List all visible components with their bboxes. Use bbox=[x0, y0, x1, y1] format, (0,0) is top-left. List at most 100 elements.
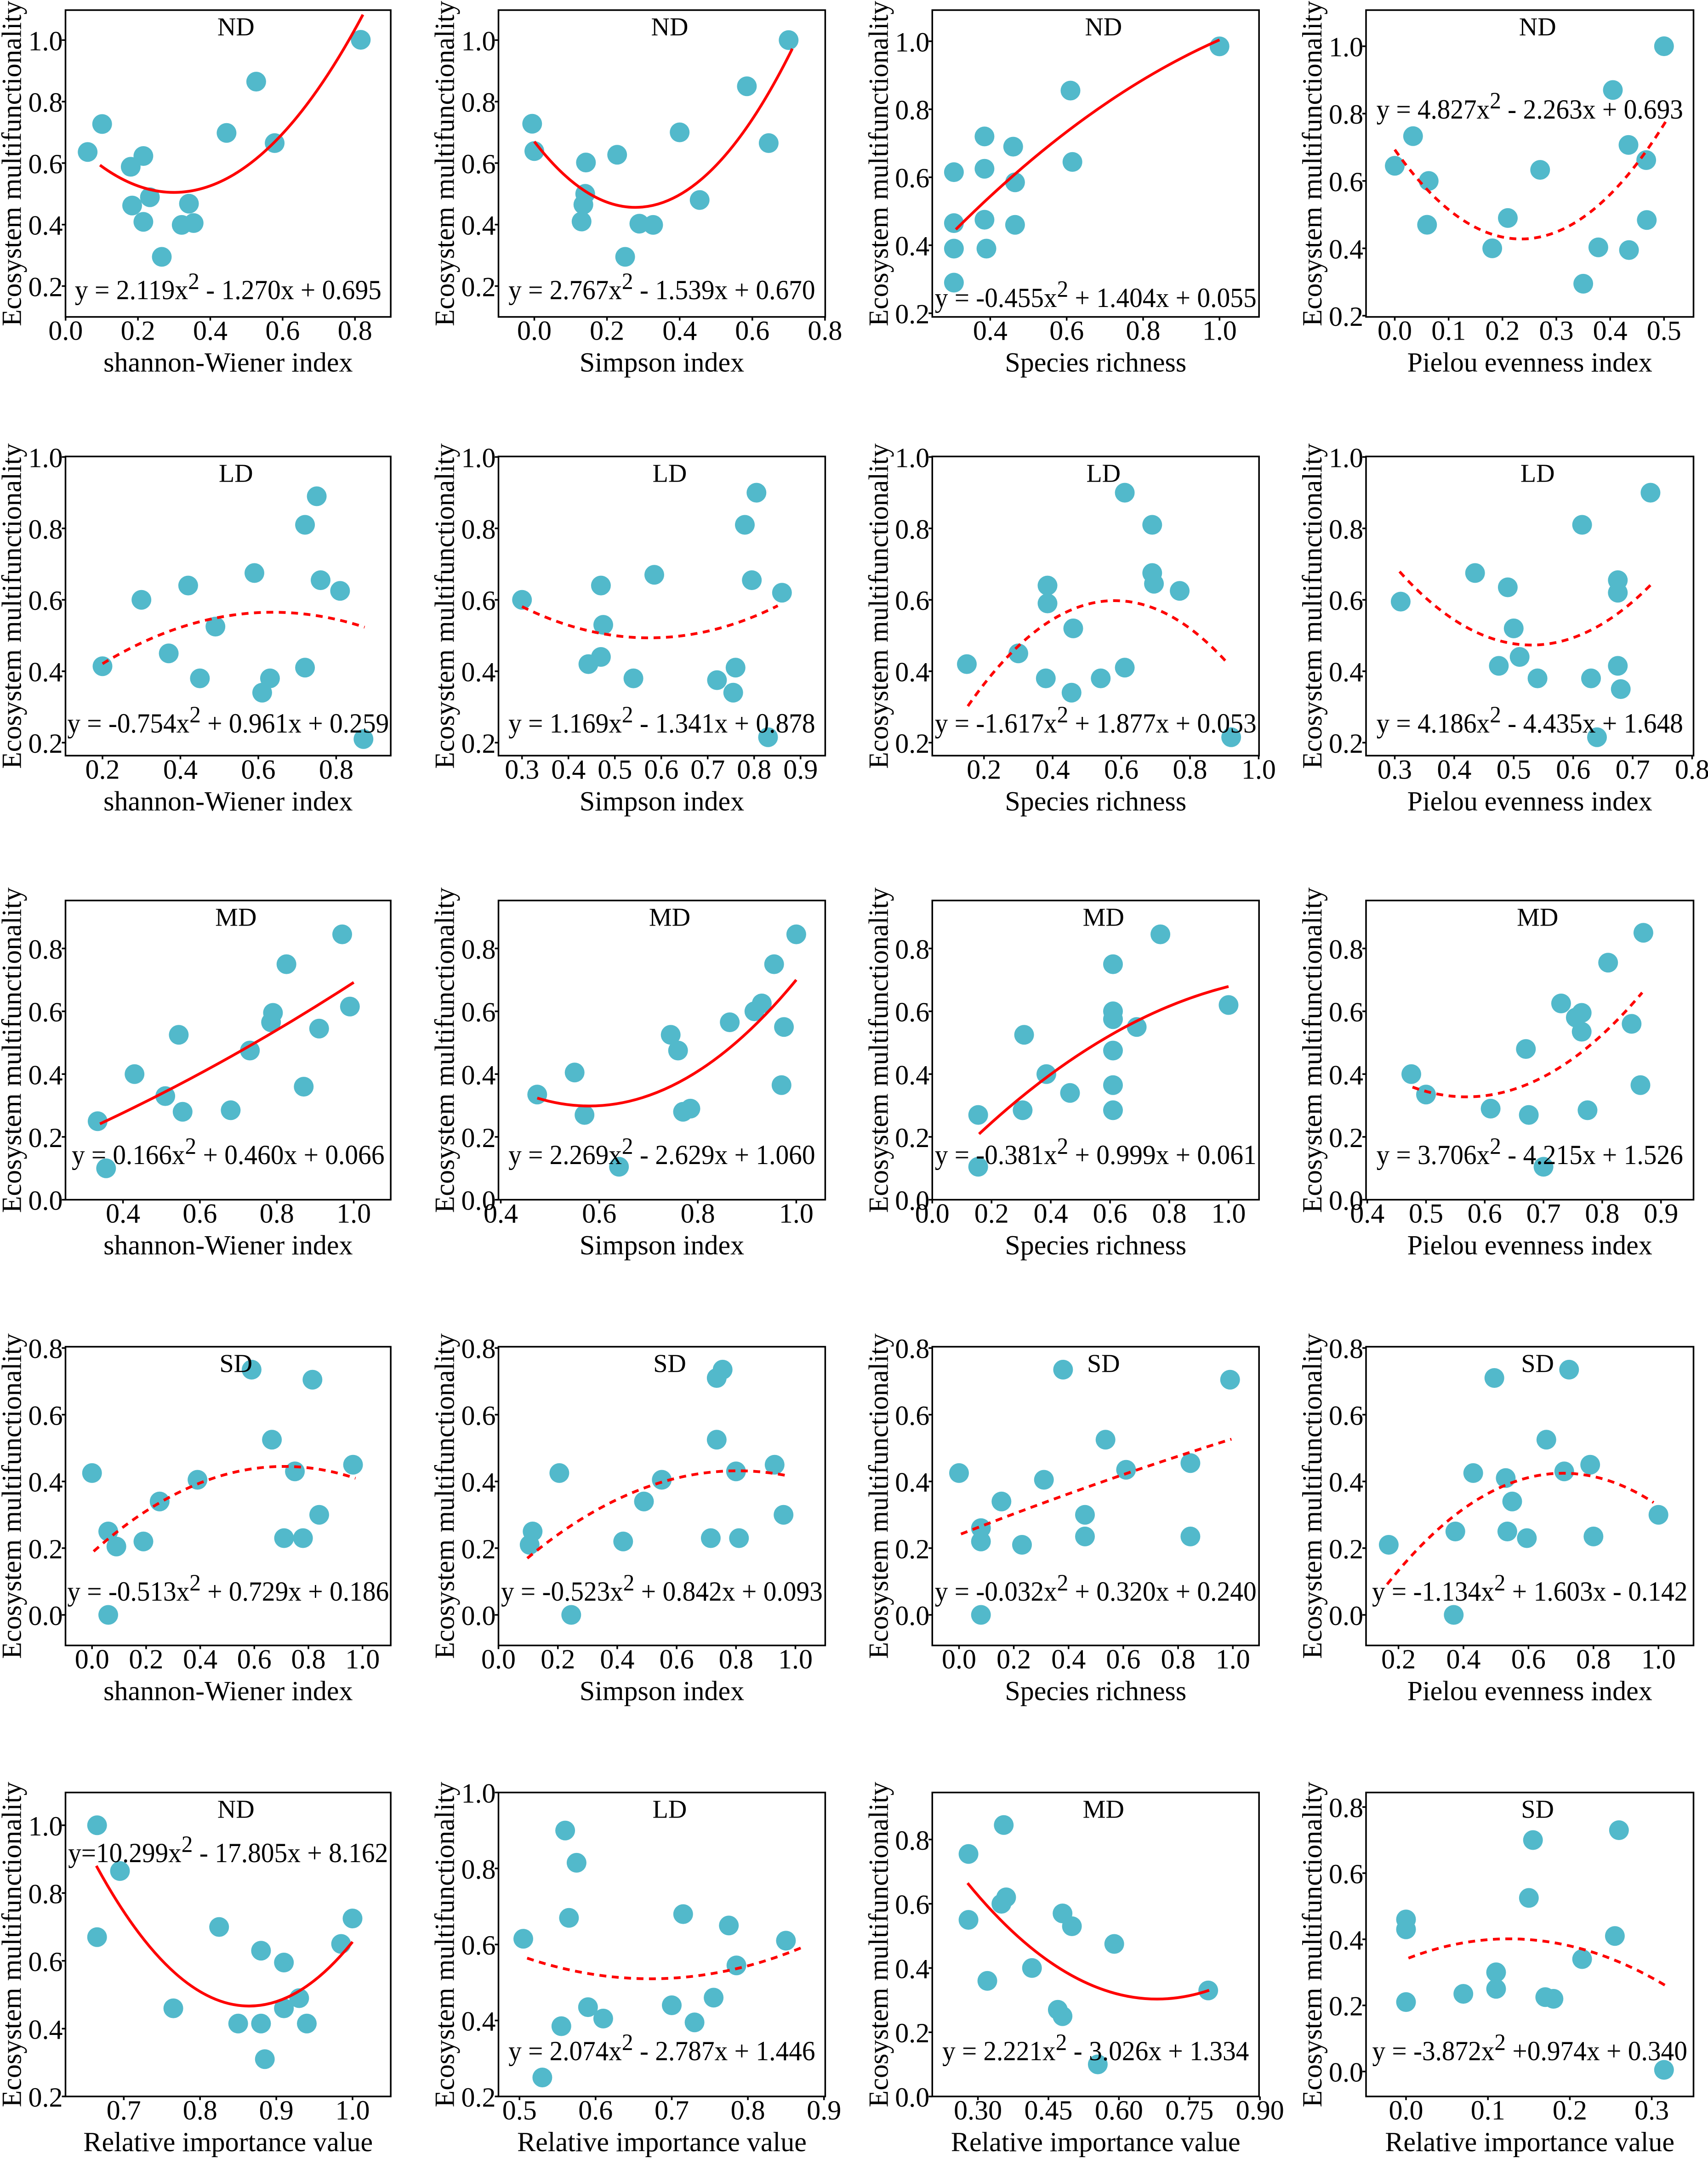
svg-text:0.8: 0.8 bbox=[461, 1854, 496, 1885]
svg-text:0.8: 0.8 bbox=[1329, 1793, 1363, 1823]
svg-text:y = 2.074x: y = 2.074x bbox=[508, 2036, 622, 2066]
svg-text:shannon-Wiener index: shannon-Wiener index bbox=[103, 786, 353, 816]
svg-text:- 1.270x + 0.695: - 1.270x + 0.695 bbox=[199, 275, 381, 305]
svg-text:shannon-Wiener index: shannon-Wiener index bbox=[103, 1230, 353, 1261]
svg-text:shannon-Wiener index: shannon-Wiener index bbox=[103, 347, 353, 378]
svg-text:y = 2.119x: y = 2.119x bbox=[75, 275, 188, 305]
svg-text:LD: LD bbox=[1086, 459, 1121, 488]
svg-text:0.0: 0.0 bbox=[895, 1186, 929, 1216]
svg-text:+ 0.842x + 0.093: + 0.842x + 0.093 bbox=[634, 1576, 823, 1607]
svg-text:0.6: 0.6 bbox=[28, 1947, 63, 1977]
svg-text:2: 2 bbox=[1057, 1134, 1069, 1159]
svg-text:2: 2 bbox=[185, 1134, 197, 1159]
svg-text:2: 2 bbox=[182, 1832, 193, 1858]
svg-text:0.8: 0.8 bbox=[1329, 99, 1363, 130]
svg-text:0.2: 0.2 bbox=[895, 299, 929, 330]
svg-text:0.2: 0.2 bbox=[895, 1534, 929, 1564]
svg-text:y = 2.221x: y = 2.221x bbox=[942, 2036, 1056, 2066]
svg-text:0.2: 0.2 bbox=[28, 1123, 63, 1153]
svg-text:0.8: 0.8 bbox=[1329, 514, 1363, 545]
svg-text:Ecosystem multifunctionality: Ecosystem multifunctionality bbox=[0, 443, 27, 769]
svg-text:Relative importance value: Relative importance value bbox=[1385, 2127, 1674, 2157]
svg-text:1.0: 1.0 bbox=[895, 443, 929, 473]
svg-text:1.0: 1.0 bbox=[895, 27, 929, 57]
svg-text:1.0: 1.0 bbox=[28, 443, 63, 473]
svg-text:1.0: 1.0 bbox=[461, 443, 496, 473]
svg-text:0.0: 0.0 bbox=[1329, 1186, 1363, 1216]
svg-text:Species richness: Species richness bbox=[1005, 1230, 1186, 1261]
svg-text:Ecosystem multifunctionality: Ecosystem multifunctionality bbox=[863, 443, 894, 769]
svg-text:Ecosystem multifunctionality: Ecosystem multifunctionality bbox=[0, 1, 27, 326]
svg-text:+ 1.603x - 0.142: + 1.603x - 0.142 bbox=[1505, 1576, 1687, 1607]
svg-text:- 17.805x + 8.162: - 17.805x + 8.162 bbox=[193, 1838, 388, 1868]
svg-text:0.0: 0.0 bbox=[461, 1601, 496, 1631]
svg-text:0.2: 0.2 bbox=[461, 272, 496, 302]
svg-text:0.6: 0.6 bbox=[1329, 1859, 1363, 1889]
svg-text:0.6: 0.6 bbox=[1329, 585, 1363, 616]
svg-text:2: 2 bbox=[622, 2030, 633, 2056]
svg-text:0.6: 0.6 bbox=[461, 149, 496, 179]
svg-text:Ecosystem multifunctionality: Ecosystem multifunctionality bbox=[0, 887, 27, 1213]
svg-text:2: 2 bbox=[1057, 277, 1069, 302]
svg-text:0.4: 0.4 bbox=[28, 2014, 63, 2045]
svg-text:ND: ND bbox=[1085, 13, 1122, 41]
svg-text:2: 2 bbox=[1494, 2030, 1506, 2056]
svg-text:0.0: 0.0 bbox=[461, 1186, 496, 1216]
svg-text:- 2.629x + 1.060: - 2.629x + 1.060 bbox=[633, 1140, 815, 1170]
svg-text:Ecosystem multifunctionality: Ecosystem multifunctionality bbox=[863, 887, 894, 1213]
svg-text:Ecosystem multifunctionality: Ecosystem multifunctionality bbox=[0, 1333, 27, 1659]
svg-text:Ecosystem multifunctionality: Ecosystem multifunctionality bbox=[863, 1782, 894, 2107]
svg-text:0.8: 0.8 bbox=[28, 1879, 63, 1909]
svg-text:MD: MD bbox=[1517, 903, 1558, 932]
svg-text:MD: MD bbox=[1083, 903, 1124, 932]
svg-text:- 4.435x + 1.648: - 4.435x + 1.648 bbox=[1501, 708, 1683, 739]
svg-text:2: 2 bbox=[189, 702, 201, 728]
svg-text:y = 0.166x: y = 0.166x bbox=[72, 1140, 185, 1170]
svg-text:0.2: 0.2 bbox=[28, 272, 63, 302]
svg-text:0.4: 0.4 bbox=[28, 1060, 63, 1090]
svg-text:2: 2 bbox=[622, 269, 633, 295]
svg-text:0.8: 0.8 bbox=[895, 1825, 929, 1856]
svg-text:Ecosystem multifunctionality: Ecosystem multifunctionality bbox=[430, 1, 460, 326]
svg-text:LD: LD bbox=[653, 459, 687, 488]
svg-text:2: 2 bbox=[622, 702, 633, 728]
svg-text:0.6: 0.6 bbox=[28, 585, 63, 616]
svg-text:0.2: 0.2 bbox=[1329, 301, 1363, 332]
svg-text:0.4: 0.4 bbox=[1329, 657, 1363, 687]
svg-text:0.2: 0.2 bbox=[28, 1534, 63, 1564]
svg-text:0.2: 0.2 bbox=[895, 2018, 929, 2048]
svg-text:0.2: 0.2 bbox=[28, 2082, 63, 2113]
svg-text:2: 2 bbox=[1057, 702, 1069, 728]
svg-text:y = -0.032x: y = -0.032x bbox=[935, 1576, 1057, 1607]
svg-text:Ecosystem multifunctionality: Ecosystem multifunctionality bbox=[1297, 887, 1327, 1213]
svg-text:y = -0.455x: y = -0.455x bbox=[935, 283, 1057, 313]
svg-text:SD: SD bbox=[1521, 1350, 1554, 1378]
svg-text:- 3.026x + 1.334: - 3.026x + 1.334 bbox=[1067, 2036, 1249, 2066]
svg-text:0.4: 0.4 bbox=[1329, 1925, 1363, 1955]
svg-text:+ 1.877x + 0.053: + 1.877x + 0.053 bbox=[1068, 708, 1257, 739]
svg-text:Ecosystem multifunctionality: Ecosystem multifunctionality bbox=[1297, 1333, 1327, 1659]
svg-text:0.0: 0.0 bbox=[28, 1601, 63, 1631]
svg-text:0.8: 0.8 bbox=[461, 1334, 496, 1364]
svg-text:LD: LD bbox=[219, 459, 253, 488]
svg-text:y = 4.186x: y = 4.186x bbox=[1377, 708, 1490, 739]
svg-text:Ecosystem multifunctionality: Ecosystem multifunctionality bbox=[430, 443, 460, 769]
svg-text:0.8: 0.8 bbox=[461, 87, 496, 118]
svg-text:2: 2 bbox=[189, 1570, 201, 1596]
svg-text:0.2: 0.2 bbox=[461, 1534, 496, 1564]
svg-text:MD: MD bbox=[1083, 1795, 1124, 1824]
svg-text:Relative importance value: Relative importance value bbox=[83, 2127, 373, 2157]
svg-text:Simpson index: Simpson index bbox=[580, 1676, 744, 1706]
svg-text:0.6: 0.6 bbox=[895, 1890, 929, 1920]
svg-text:- 1.539x + 0.670: - 1.539x + 0.670 bbox=[633, 275, 815, 305]
svg-text:0.4: 0.4 bbox=[28, 657, 63, 687]
svg-text:0.8: 0.8 bbox=[895, 934, 929, 965]
svg-text:SD: SD bbox=[1087, 1350, 1120, 1378]
svg-text:0.0: 0.0 bbox=[1329, 2057, 1363, 2088]
svg-text:0.8: 0.8 bbox=[461, 514, 496, 545]
svg-text:0.2: 0.2 bbox=[461, 2082, 496, 2113]
svg-text:- 2.263x + 0.693: - 2.263x + 0.693 bbox=[1501, 94, 1683, 125]
svg-text:+ 0.320x + 0.240: + 0.320x + 0.240 bbox=[1068, 1576, 1257, 1607]
svg-text:- 2.787x + 1.446: - 2.787x + 1.446 bbox=[633, 2036, 815, 2066]
svg-text:1.0: 1.0 bbox=[28, 1811, 63, 1841]
